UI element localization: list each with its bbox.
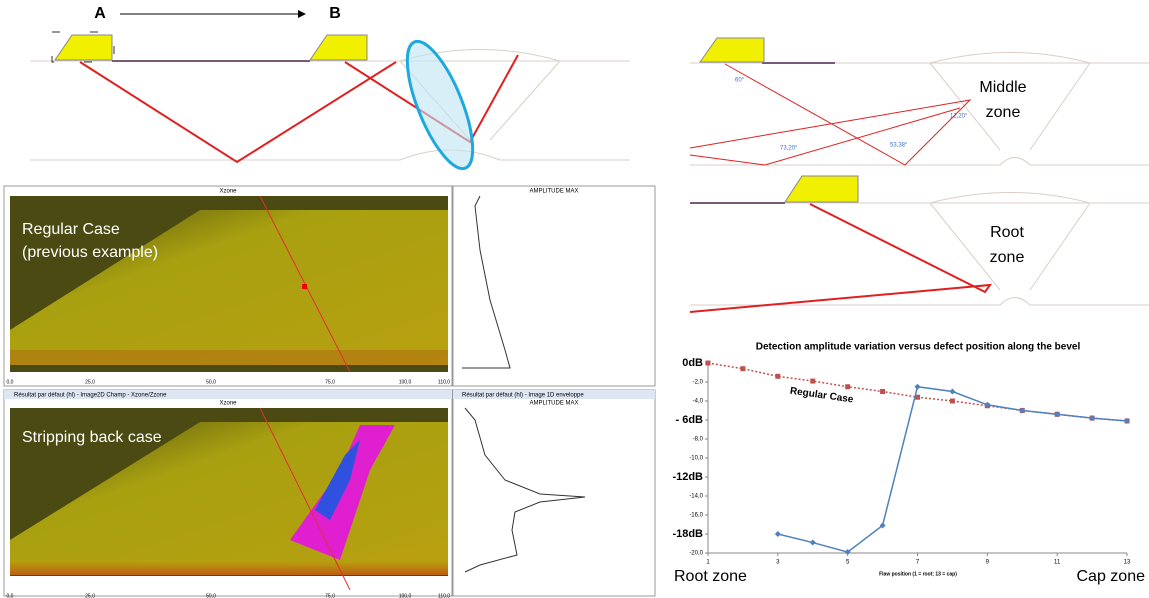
- y-tick-label: -4,0: [693, 399, 704, 405]
- scan-tick-label: 25,0: [85, 379, 95, 385]
- panel: [453, 186, 655, 386]
- series-line: [778, 387, 1127, 552]
- diagram-top-left: A B: [30, 5, 630, 176]
- panel-title: Xzone: [219, 401, 237, 407]
- beam: [690, 64, 970, 165]
- window-title: Résultat par défaut (hl) - Image 1D enve…: [462, 393, 584, 399]
- probe-label: B: [329, 5, 341, 22]
- y-tick-label: -10,0: [689, 456, 703, 462]
- window-title: Résultat par défaut (hl) - Image2D Champ…: [14, 393, 167, 399]
- cursor: [302, 284, 307, 289]
- case-label: (previous example): [22, 244, 158, 261]
- x-tick-label: 9: [986, 560, 990, 566]
- panel-title: AMPLITUDE MAX: [529, 189, 578, 195]
- weld-cap: [930, 193, 1090, 204]
- canvas: A B Xzone Regular Case (previous example…: [0, 0, 1149, 598]
- scan-tick-label: 50,0: [206, 593, 216, 598]
- x-tick-label: 1: [706, 560, 710, 566]
- y-tick-label: - 6dB: [676, 414, 704, 426]
- y-tick-label: -8,0: [693, 437, 704, 443]
- zone-label: zone: [986, 104, 1021, 121]
- x-tick-label: 13: [1124, 560, 1131, 566]
- marker: [949, 389, 955, 395]
- x-tick-label: 7: [916, 560, 920, 566]
- scan-tick-label: 100,0: [399, 593, 412, 598]
- scan-tick-label: 110,0: [438, 379, 450, 385]
- angle: 60°: [735, 78, 745, 84]
- angle: 12,20°: [950, 114, 968, 120]
- highlight: [394, 34, 486, 177]
- x-tick-label: 11: [1054, 560, 1061, 566]
- scan-stripping: Résultat par défaut (hl) - Image2D Champ…: [4, 390, 655, 596]
- panel-title: AMPLITUDE MAX: [529, 401, 578, 407]
- marker: [740, 366, 745, 371]
- x-tick-label: 3: [776, 560, 780, 566]
- probe: [310, 35, 367, 60]
- probe-label: A: [94, 5, 106, 22]
- marker: [810, 379, 815, 384]
- beam: [690, 204, 990, 312]
- scan-regular: Xzone Regular Case (previous example) AM…: [4, 186, 655, 386]
- zone-label: Root: [990, 224, 1024, 241]
- panel: [453, 390, 655, 596]
- angle: 53,38°: [890, 143, 908, 149]
- x-tick-label: 5: [846, 560, 850, 566]
- y-tick-label: -14,0: [689, 494, 703, 500]
- zone-label: zone: [990, 249, 1025, 266]
- weld-cap: [930, 53, 1090, 64]
- scan-tick-label: 75,0: [325, 593, 335, 598]
- annotation: Root zone: [674, 568, 747, 585]
- y-tick-label: -2,0: [693, 380, 704, 386]
- marker: [775, 531, 781, 537]
- marker: [880, 389, 885, 394]
- scan-image: [10, 350, 448, 365]
- probe: [700, 38, 764, 62]
- page: {"diagram_top_left": {"labels": ["A", "B…: [0, 0, 1149, 598]
- x-axis-label: Flaw position (1 = root; 13 = cap): [879, 571, 957, 577]
- case-label: Stripping back case: [22, 429, 162, 446]
- annotation: Cap zone: [1077, 568, 1146, 585]
- scan-tick-label: 75,0: [325, 379, 335, 385]
- series-line: [708, 363, 1127, 421]
- marker: [706, 361, 711, 366]
- scan-tick-label: 0,0: [7, 593, 14, 598]
- y-tick-label: 0dB: [682, 357, 703, 369]
- scan-tick-label: 50,0: [206, 379, 216, 385]
- backwall: [30, 150, 630, 160]
- scan-tick-label: 0,0: [7, 379, 14, 385]
- backwall: [690, 298, 1149, 306]
- marker: [810, 540, 816, 546]
- marker: [950, 399, 955, 404]
- diagram-right: 60° 73,20° 53,38° 12,20° Middle zone Roo…: [690, 38, 1149, 312]
- marker: [775, 374, 780, 379]
- case-label: Regular Case: [22, 221, 120, 238]
- chart-title: Detection amplitude variation versus def…: [756, 342, 1081, 353]
- beam: [690, 108, 960, 165]
- beam: [80, 62, 396, 162]
- y-tick-label: -20,0: [689, 551, 703, 557]
- scan-tick-label: 110,0: [438, 593, 450, 598]
- y-tick-label: -18dB: [672, 528, 703, 540]
- arrow-head: [298, 10, 306, 18]
- scan-tick-label: 25,0: [85, 593, 95, 598]
- probe: [55, 35, 112, 60]
- angle: 73,20°: [780, 146, 798, 152]
- probe: [785, 176, 858, 202]
- marker: [845, 384, 850, 389]
- panel-title: Xzone: [219, 189, 237, 195]
- y-tick-label: -16,0: [689, 513, 703, 519]
- marker: [915, 384, 921, 390]
- series-label: Regular Case: [789, 386, 854, 406]
- zone-label: Middle: [979, 79, 1026, 96]
- scan-tick-label: 100,0: [399, 379, 412, 385]
- y-tick-label: -12dB: [672, 471, 703, 483]
- line-chart: Detection amplitude variation versus def…: [672, 342, 1145, 586]
